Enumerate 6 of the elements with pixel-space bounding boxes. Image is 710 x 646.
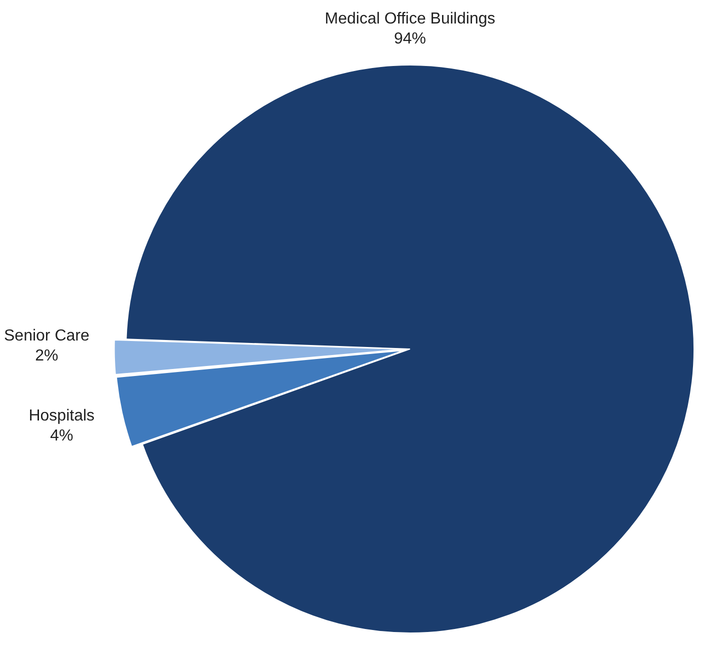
data-label: 94% [394, 30, 426, 48]
slice-label: Medical Office Buildings [324, 10, 496, 28]
slice-label: Hospitals [28, 408, 95, 425]
data-label: 2% [35, 348, 58, 365]
slice-label: Senior Care [4, 328, 90, 345]
data-label: 4% [50, 428, 74, 445]
